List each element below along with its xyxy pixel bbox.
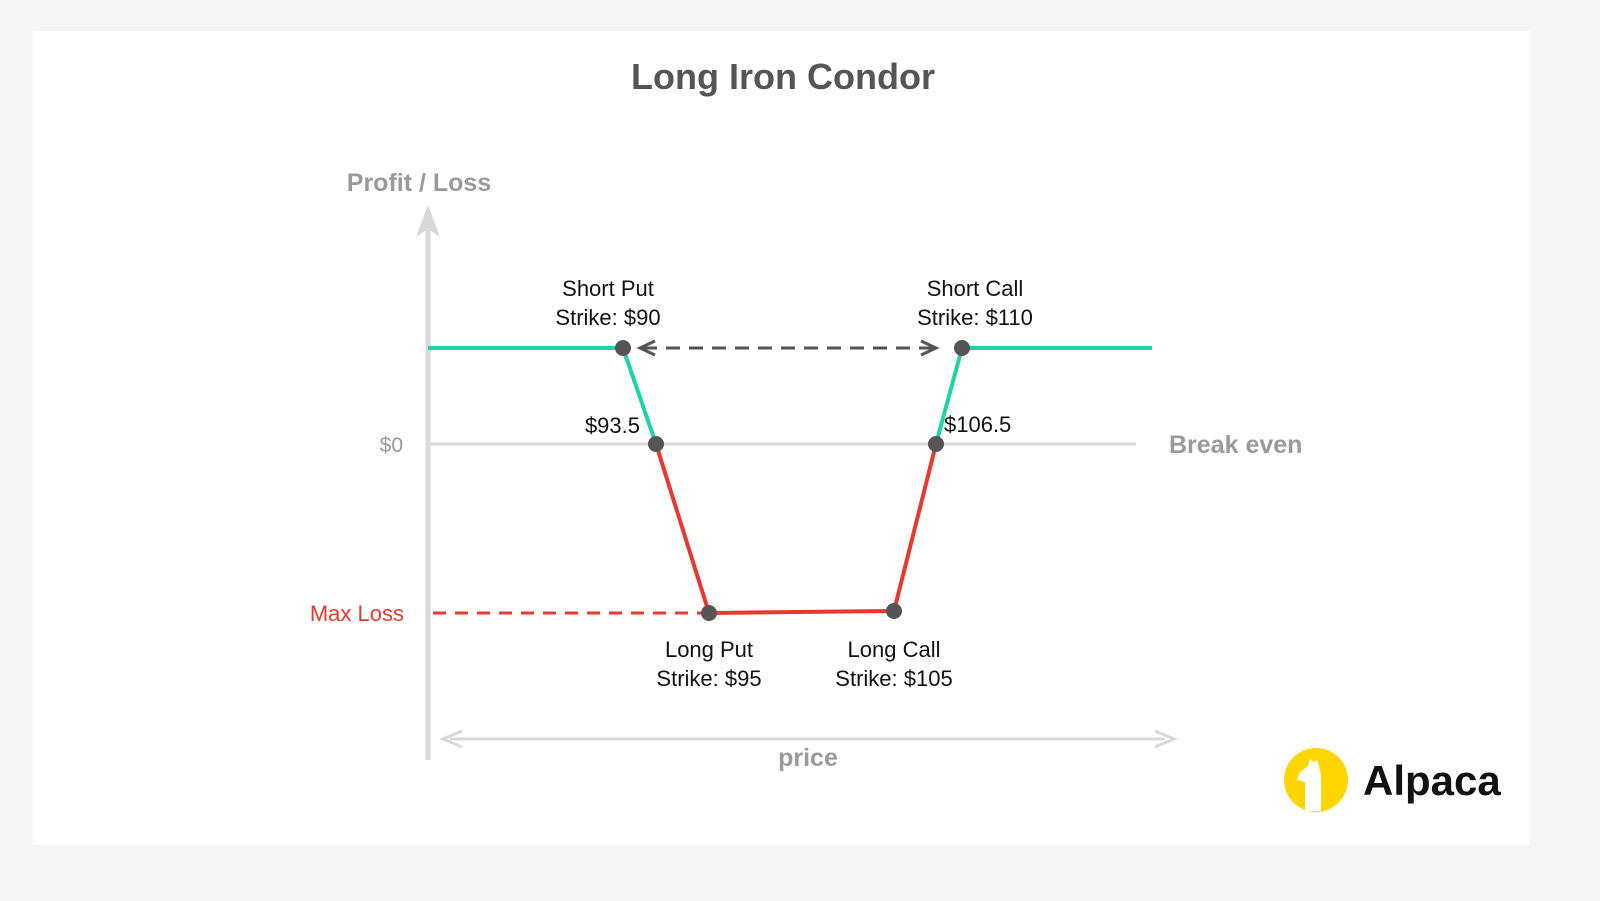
short-call-point <box>954 340 970 356</box>
break-even-label: Break even <box>1169 431 1302 459</box>
long-call-strike: Strike: $105 <box>835 666 952 691</box>
x-axis-right-arrow-icon <box>1154 729 1178 749</box>
y-axis-arrow-icon <box>416 205 440 237</box>
x-axis-left-arrow-icon <box>439 729 463 749</box>
arrow-left-icon <box>636 339 656 357</box>
arrow-right-icon <box>920 339 940 357</box>
break-even-low-label: $93.5 <box>585 413 640 438</box>
short-put-strike: Strike: $90 <box>555 305 660 330</box>
long-put-point <box>701 605 717 621</box>
long-put-strike: Strike: $95 <box>656 666 761 691</box>
zero-tick: $0 <box>380 434 403 457</box>
long-call-label: Long Call <box>848 637 941 662</box>
x-axis-label: price <box>778 744 838 772</box>
short-call-label: Short Call <box>927 276 1024 301</box>
loss-segment <box>654 443 938 615</box>
chart-title: Long Iron Condor <box>631 56 935 97</box>
alpaca-wordmark: Alpaca <box>1363 757 1501 804</box>
break-even-high-point <box>928 436 944 452</box>
break-even-low-point <box>648 436 664 452</box>
short-put-point <box>615 340 631 356</box>
max-loss-label: Max Loss <box>310 601 404 626</box>
short-call-strike: Strike: $110 <box>917 305 1033 330</box>
alpaca-logo: Alpaca <box>1284 748 1501 812</box>
short-put-label: Short Put <box>562 276 654 301</box>
long-call-point <box>886 603 902 619</box>
long-put-label: Long Put <box>665 637 753 662</box>
chart-card <box>33 31 1530 845</box>
y-axis-label: Profit / Loss <box>347 169 491 197</box>
break-even-high-label: $106.5 <box>944 412 1011 437</box>
